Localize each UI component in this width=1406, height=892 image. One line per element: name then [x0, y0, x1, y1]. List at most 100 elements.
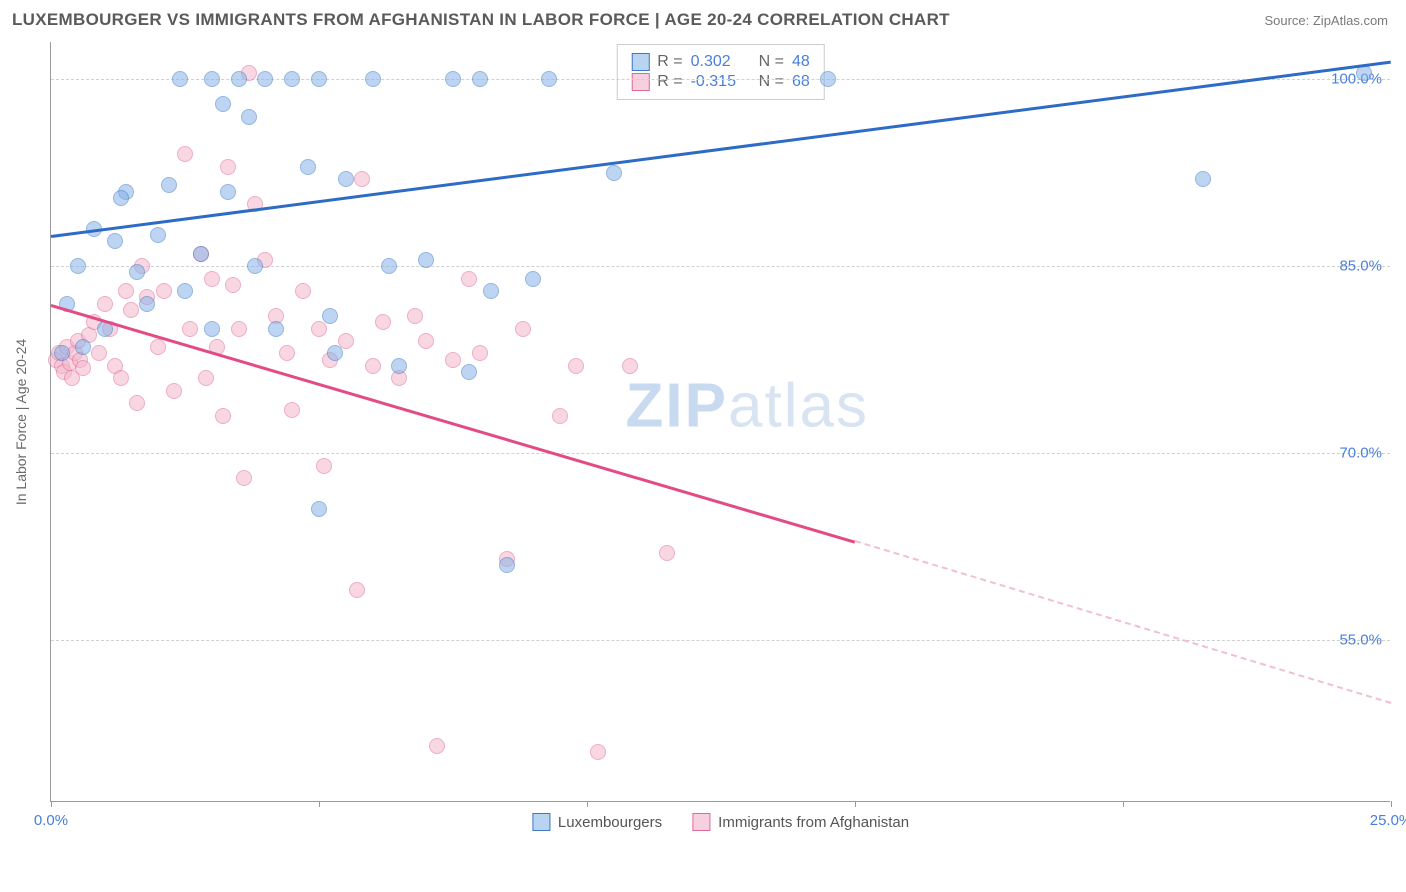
data-point: [418, 252, 434, 268]
data-point: [198, 370, 214, 386]
x-tick: [1391, 801, 1392, 807]
legend-row: R =-0.315N =68: [631, 73, 809, 91]
data-point: [391, 358, 407, 374]
data-point: [606, 165, 622, 181]
data-point: [91, 345, 107, 361]
data-point: [375, 314, 391, 330]
data-point: [311, 501, 327, 517]
r-label: R =: [657, 53, 682, 71]
data-point: [156, 283, 172, 299]
legend-item: Luxembourgers: [532, 813, 662, 831]
data-point: [316, 458, 332, 474]
y-axis-label: In Labor Force | Age 20-24: [13, 338, 29, 504]
data-point: [113, 190, 129, 206]
data-point: [231, 71, 247, 87]
data-point: [483, 283, 499, 299]
data-point: [541, 71, 557, 87]
watermark: ZIPatlas: [626, 371, 869, 442]
r-value: -0.315: [691, 73, 751, 91]
data-point: [354, 171, 370, 187]
data-point: [622, 358, 638, 374]
y-tick-label: 55.0%: [1339, 632, 1382, 649]
data-point: [515, 321, 531, 337]
data-point: [568, 358, 584, 374]
legend-swatch: [692, 813, 710, 831]
data-point: [590, 744, 606, 760]
data-point: [113, 370, 129, 386]
data-point: [338, 171, 354, 187]
n-value: 68: [792, 73, 810, 91]
data-point: [247, 258, 263, 274]
trend-line: [51, 304, 856, 543]
data-point: [225, 277, 241, 293]
data-point: [472, 345, 488, 361]
data-point: [139, 296, 155, 312]
data-point: [659, 545, 675, 561]
data-point: [499, 557, 515, 573]
data-point: [327, 345, 343, 361]
data-point: [118, 283, 134, 299]
legend-item: Immigrants from Afghanistan: [692, 813, 909, 831]
legend-label: Luxembourgers: [558, 814, 662, 831]
data-point: [268, 321, 284, 337]
x-tick: [587, 801, 588, 807]
gridline: [51, 453, 1390, 454]
data-point: [472, 71, 488, 87]
data-point: [295, 283, 311, 299]
x-tick: [319, 801, 320, 807]
data-point: [75, 339, 91, 355]
data-point: [204, 271, 220, 287]
data-point: [97, 296, 113, 312]
data-point: [193, 246, 209, 262]
x-tick: [51, 801, 52, 807]
chart-plot-area: In Labor Force | Age 20-24 ZIPatlas R =0…: [50, 42, 1390, 802]
data-point: [123, 302, 139, 318]
x-tick: [1123, 801, 1124, 807]
x-tick-label: 0.0%: [34, 812, 68, 829]
data-point: [381, 258, 397, 274]
data-point: [279, 345, 295, 361]
data-point: [236, 470, 252, 486]
data-point: [461, 271, 477, 287]
data-point: [445, 352, 461, 368]
data-point: [322, 308, 338, 324]
data-point: [166, 383, 182, 399]
data-point: [1195, 171, 1211, 187]
data-point: [129, 264, 145, 280]
data-point: [311, 71, 327, 87]
y-tick-label: 70.0%: [1339, 445, 1382, 462]
data-point: [150, 339, 166, 355]
data-point: [204, 321, 220, 337]
legend-swatch: [631, 53, 649, 71]
data-point: [349, 582, 365, 598]
trend-line: [855, 540, 1392, 704]
legend-swatch: [631, 73, 649, 91]
x-tick: [855, 801, 856, 807]
data-point: [418, 333, 434, 349]
data-point: [75, 360, 91, 376]
data-point: [161, 177, 177, 193]
data-point: [177, 283, 193, 299]
n-label: N =: [759, 53, 784, 71]
data-point: [257, 71, 273, 87]
n-value: 48: [792, 53, 810, 71]
data-point: [407, 308, 423, 324]
data-point: [215, 408, 231, 424]
legend-row: R = 0.302 N = 48: [631, 53, 809, 71]
data-point: [182, 321, 198, 337]
legend-swatch: [532, 813, 550, 831]
data-point: [820, 71, 836, 87]
legend-label: Immigrants from Afghanistan: [718, 814, 909, 831]
data-point: [172, 71, 188, 87]
chart-title: LUXEMBOURGER VS IMMIGRANTS FROM AFGHANIS…: [12, 10, 950, 30]
data-point: [204, 71, 220, 87]
data-point: [429, 738, 445, 754]
data-point: [525, 271, 541, 287]
data-point: [365, 358, 381, 374]
data-point: [1356, 65, 1372, 81]
data-point: [220, 184, 236, 200]
data-point: [300, 159, 316, 175]
data-point: [461, 364, 477, 380]
r-value: 0.302: [691, 53, 751, 71]
data-point: [365, 71, 381, 87]
